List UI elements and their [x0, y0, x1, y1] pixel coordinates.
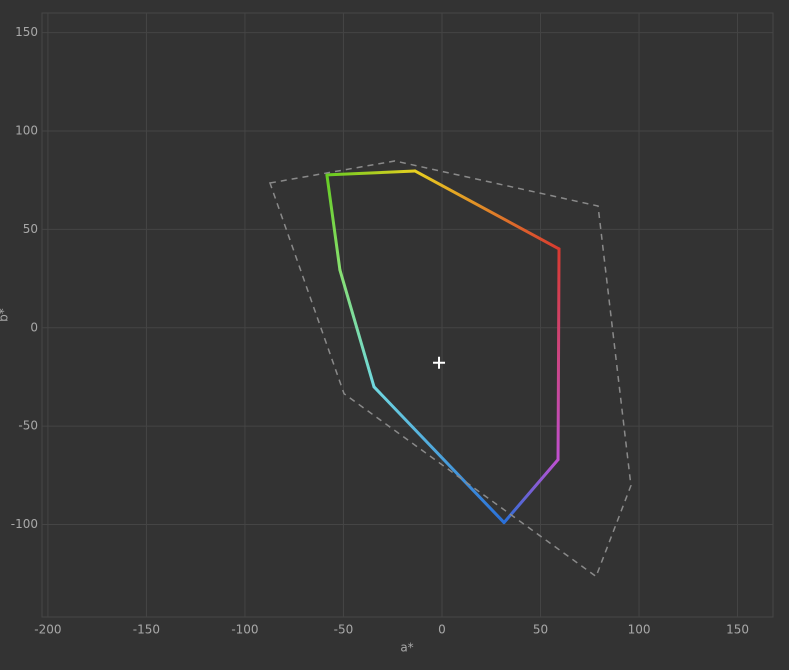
x-axis-label: a*: [400, 641, 413, 655]
x-tick-label: -50: [334, 623, 354, 637]
reference-gamut: [268, 160, 632, 578]
y-tick-label: 150: [15, 25, 38, 39]
x-tick-label: -100: [231, 623, 258, 637]
x-tick-label: -200: [34, 623, 61, 637]
x-tick-label: 0: [438, 623, 446, 637]
plot-frame: [41, 12, 774, 618]
y-tick-label: -50: [18, 419, 38, 433]
gamut-edge: [502, 458, 560, 525]
y-tick-label: -100: [11, 517, 38, 531]
gamut-edge: [372, 385, 506, 525]
y-tick-label: 50: [23, 222, 38, 236]
y-tick-label: 100: [15, 124, 38, 138]
gamut-edge: [556, 247, 561, 462]
gamut-edge: [325, 169, 417, 177]
x-tick-label: 50: [533, 623, 548, 637]
white-point: [433, 356, 446, 369]
y-axis-label: b*: [0, 308, 11, 322]
x-tick-label: 100: [628, 623, 651, 637]
gamut-edge: [338, 268, 376, 389]
gamut-edge: [325, 173, 342, 272]
gamut-edge: [413, 169, 561, 251]
x-tick-label: 150: [726, 623, 749, 637]
y-tick-label: 0: [30, 320, 38, 334]
x-tick-label: -150: [133, 623, 160, 637]
